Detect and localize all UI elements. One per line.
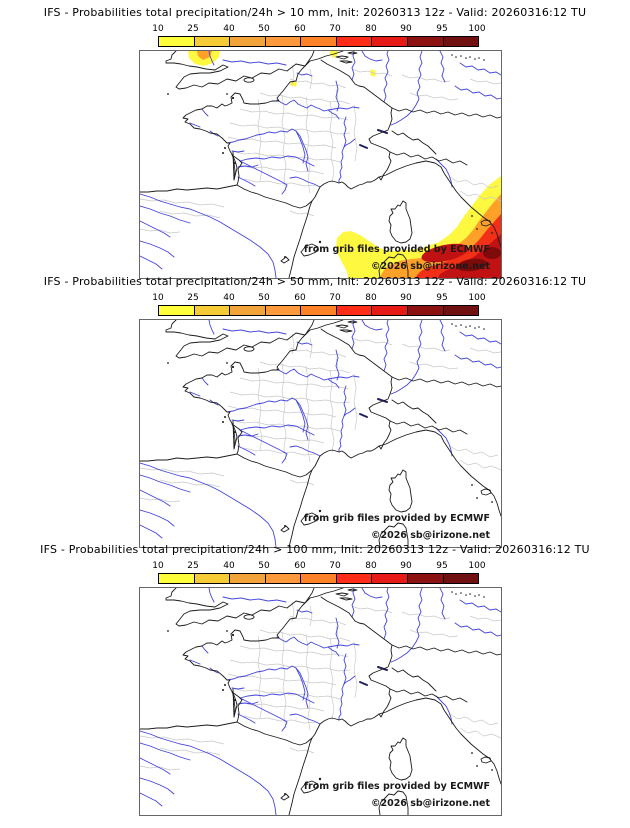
colorbar-tick: 60	[294, 293, 306, 303]
colorbar-segment	[194, 574, 231, 583]
map-canvas: from grib files provided by ECMWF ©2026 …	[139, 50, 502, 279]
colorbar-segment	[372, 574, 408, 583]
colorbar-tick: 25	[187, 293, 199, 303]
map-canvas: from grib files provided by ECMWF ©2026 …	[139, 319, 502, 548]
colorbar-segment	[194, 306, 231, 315]
colorbar-segment	[159, 574, 195, 583]
colorbar-tick: 40	[223, 293, 235, 303]
colorbar-segment	[230, 306, 266, 315]
colorbar-tick: 50	[258, 293, 270, 303]
colorbar-segment	[443, 37, 479, 46]
colorbar-tick: 70	[329, 561, 341, 571]
colorbar-tick: 95	[436, 293, 448, 303]
colorbar-tick: 80	[365, 293, 377, 303]
colorbar-segment	[230, 574, 266, 583]
colorbar-tick: 80	[365, 561, 377, 571]
attribution-source: from grib files provided by ECMWF	[303, 513, 490, 524]
colorbar-ticks: 10 25 40 50 60 70 80 90 95 100	[0, 293, 630, 304]
colorbar-tick: 25	[187, 561, 199, 571]
colorbar	[158, 305, 479, 316]
colorbar-tick: 10	[152, 561, 164, 571]
colorbar-segment	[159, 306, 195, 315]
colorbar-segment	[265, 574, 302, 583]
colorbar-segment	[407, 37, 444, 46]
map-canvas: from grib files provided by ECMWF ©2026 …	[139, 587, 502, 816]
colorbar-tick: 50	[258, 24, 270, 34]
colorbar-segment	[372, 37, 408, 46]
colorbar-tick: 90	[400, 293, 412, 303]
colorbar-tick: 95	[436, 24, 448, 34]
colorbar-segment	[230, 37, 266, 46]
colorbar-tick: 60	[294, 561, 306, 571]
colorbar-tick: 70	[329, 293, 341, 303]
colorbar-segment	[443, 306, 479, 315]
colorbar-segment	[443, 574, 479, 583]
panel-title: IFS - Probabilities total precipitation/…	[43, 6, 587, 19]
colorbar-tick: 10	[152, 24, 164, 34]
panel-title: IFS - Probabilities total precipitation/…	[40, 543, 590, 556]
colorbar-tick: 60	[294, 24, 306, 34]
colorbar-tick: 90	[400, 24, 412, 34]
colorbar-segment	[265, 37, 302, 46]
colorbar-segment	[336, 306, 373, 315]
colorbar-ticks: 10 25 40 50 60 70 80 90 95 100	[0, 561, 630, 572]
panel-precip-gt-50mm: IFS - Probabilities total precipitation/…	[0, 274, 630, 548]
colorbar-segment	[301, 306, 337, 315]
colorbar-segment	[159, 37, 195, 46]
attribution-source: from grib files provided by ECMWF	[303, 244, 490, 255]
colorbar-segment	[407, 574, 444, 583]
colorbar	[158, 573, 479, 584]
colorbar-tick: 70	[329, 24, 341, 34]
colorbar-segment	[194, 37, 231, 46]
colorbar-tick: 40	[223, 24, 235, 34]
attribution-copyright: ©2026 sb@irizone.net	[370, 261, 490, 272]
colorbar-segment	[336, 37, 373, 46]
colorbar-segment	[407, 306, 444, 315]
colorbar-segment	[265, 306, 302, 315]
colorbar-tick: 40	[223, 561, 235, 571]
panel-precip-gt-100mm: IFS - Probabilities total precipitation/…	[0, 542, 630, 816]
panel-precip-gt-10mm: IFS - Probabilities total precipitation/…	[0, 5, 630, 279]
colorbar-tick: 10	[152, 293, 164, 303]
panel-title: IFS - Probabilities total precipitation/…	[43, 275, 587, 288]
colorbar-tick: 80	[365, 24, 377, 34]
colorbar-tick: 100	[468, 561, 486, 571]
attribution-copyright: ©2026 sb@irizone.net	[370, 798, 490, 809]
colorbar-segment	[301, 37, 337, 46]
attribution-copyright: ©2026 sb@irizone.net	[370, 530, 490, 541]
colorbar-tick: 100	[468, 24, 486, 34]
colorbar-tick: 25	[187, 24, 199, 34]
colorbar	[158, 36, 479, 47]
colorbar-ticks: 10 25 40 50 60 70 80 90 95 100	[0, 24, 630, 35]
colorbar-tick: 50	[258, 561, 270, 571]
colorbar-segment	[372, 306, 408, 315]
colorbar-tick: 90	[400, 561, 412, 571]
attribution-source: from grib files provided by ECMWF	[303, 781, 490, 792]
colorbar-tick: 100	[468, 293, 486, 303]
colorbar-segment	[336, 574, 373, 583]
colorbar-tick: 95	[436, 561, 448, 571]
colorbar-segment	[301, 574, 337, 583]
